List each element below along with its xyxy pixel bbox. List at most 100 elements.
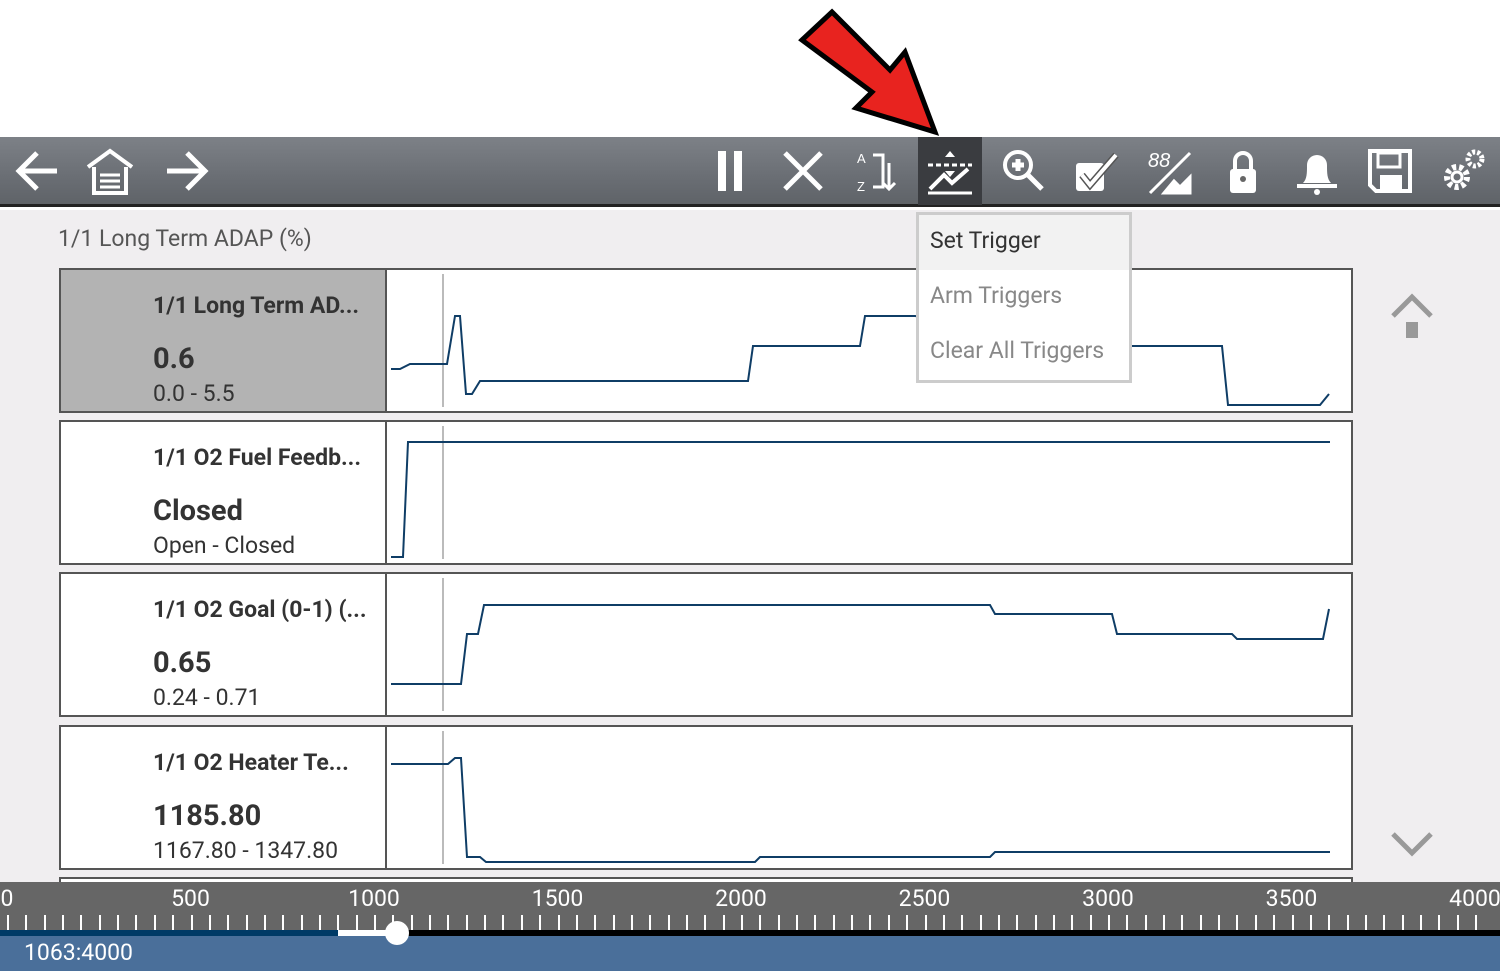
ruler-tick: [1218, 915, 1221, 931]
pid-label-area: 1/1 Long Term AD... 0.6 0.0 - 5.5: [61, 270, 387, 411]
ruler-label: 0: [0, 885, 14, 912]
ruler-tick: [208, 915, 211, 931]
pid-name: 1/1 Long Term AD...: [153, 292, 360, 319]
ruler-tick: [117, 915, 120, 931]
ruler-tick: [1236, 915, 1239, 931]
save-icon: [1368, 149, 1412, 193]
svg-text:A: A: [857, 151, 866, 166]
zoom-icon: [1003, 150, 1044, 191]
menu-item-set-trigger[interactable]: Set Trigger: [919, 215, 1129, 270]
zoom-button[interactable]: [992, 137, 1056, 205]
slider-track: [398, 930, 1500, 936]
graph-view-icon: 88: [1148, 150, 1192, 195]
ruler-tick: [25, 915, 28, 931]
scroll-down-icon[interactable]: [1385, 826, 1439, 860]
ruler-tick: [1419, 915, 1422, 931]
ruler-tick: [7, 915, 9, 931]
timeline-ruler[interactable]: 0 500 1000 1500 2000 2500 3000 3500 4000: [0, 882, 1500, 932]
pid-value: 1185.80: [153, 799, 262, 833]
ruler-tick: [1383, 915, 1386, 931]
ruler-tick: [1401, 915, 1404, 931]
ruler-tick: [1438, 915, 1441, 931]
ruler-tick: [465, 915, 468, 931]
save-button[interactable]: [1358, 137, 1422, 205]
ruler-tick: [135, 915, 138, 931]
pid-panel[interactable]: 1/1 O2 Goal (0-1) (... 0.65 0.24 - 0.71: [59, 572, 1353, 717]
ruler-tick: [1475, 915, 1477, 931]
ruler-tick: [1126, 915, 1129, 931]
ruler-label: 1500: [531, 885, 584, 912]
pid-label-area: 1/1 O2 Goal (0-1) (... 0.65 0.24 - 0.71: [61, 574, 387, 715]
ruler-tick: [1291, 915, 1294, 931]
alert-button[interactable]: [1285, 137, 1349, 205]
ruler-tick: [300, 915, 303, 931]
ruler-tick: [43, 915, 46, 931]
clear-button[interactable]: [771, 137, 835, 205]
trigger-menu: Set Trigger Arm Triggers Clear All Trigg…: [916, 212, 1132, 383]
sort-icon: AZ: [857, 151, 897, 194]
ruler-tick: [1328, 915, 1331, 931]
pid-name: 1/1 O2 Heater Te...: [153, 749, 349, 776]
ruler-tick: [906, 915, 909, 931]
ruler-tick: [1052, 915, 1055, 931]
ruler-label: 500: [171, 885, 210, 912]
alert-icon: [1297, 155, 1337, 195]
pid-trace: [391, 441, 1330, 558]
ruler-tick: [759, 915, 762, 931]
select-icon: [1076, 152, 1119, 191]
slider-handle[interactable]: [385, 921, 410, 945]
ruler-tick: [942, 915, 945, 931]
home-button[interactable]: [78, 137, 142, 205]
ruler-tick: [190, 915, 193, 931]
scroll-up-icon[interactable]: [1385, 290, 1439, 342]
svg-text:Z: Z: [857, 179, 865, 194]
back-button[interactable]: [5, 137, 69, 205]
pid-range: Open - Closed: [153, 532, 296, 559]
clear-icon: [783, 151, 823, 191]
ruler-tick: [1199, 915, 1202, 931]
pause-button[interactable]: [698, 137, 762, 205]
pid-label-area: 1/1 O2 Heater Te... 1185.80 1167.80 - 1347…: [61, 727, 387, 868]
slider-played-track: [0, 930, 338, 936]
ruler-tick: [1144, 915, 1147, 931]
ruler-tick: [1163, 915, 1166, 931]
back-icon: [15, 151, 57, 191]
pid-panel[interactable]: 1/1 O2 Heater Te... 1185.80 1167.80 - 1347…: [59, 725, 1353, 870]
ruler-tick: [612, 915, 615, 931]
ruler-tick: [80, 915, 83, 931]
pid-range: 0.0 - 5.5: [153, 380, 235, 407]
graph-view-button[interactable]: 88: [1138, 137, 1202, 205]
ruler-tick: [355, 915, 358, 931]
pid-panel[interactable]: 1/1 O2 Fuel Feedb... Closed Open - Closed: [59, 420, 1353, 565]
forward-button[interactable]: [155, 137, 219, 205]
pid-range: 1167.80 - 1347.80: [153, 837, 339, 864]
ruler-tick: [484, 915, 487, 931]
trigger-icon: [928, 151, 972, 195]
lock-button[interactable]: [1211, 137, 1275, 205]
ruler-tick: [1034, 915, 1037, 931]
pid-trace: [391, 315, 1330, 406]
menu-item-arm-triggers[interactable]: Arm Triggers: [930, 282, 1063, 309]
ruler-tick: [447, 915, 450, 931]
ruler-tick: [429, 915, 432, 931]
pid-name: 1/1 O2 Goal (0-1) (...: [153, 596, 367, 623]
pid-label-area: 1/1 O2 Fuel Feedb... Closed Open - Closed: [61, 422, 387, 563]
pid-value: 0.6: [153, 342, 195, 376]
pid-trace: [391, 604, 1330, 685]
trigger-button[interactable]: [918, 137, 982, 205]
ruler-label: 3000: [1082, 885, 1134, 912]
ruler-tick: [979, 915, 982, 931]
settings-button[interactable]: [1431, 137, 1495, 205]
ruler-tick: [172, 915, 175, 931]
ruler-tick: [1309, 915, 1312, 931]
ruler-tick: [410, 915, 413, 931]
ruler-tick: [62, 915, 65, 931]
menu-item-clear-all-triggers[interactable]: Clear All Triggers: [930, 337, 1105, 364]
slider-window: [338, 930, 398, 936]
pid-panel[interactable]: 1/1 Long Term AD... 0.6 0.0 - 5.5: [59, 268, 1353, 413]
ruler-tick: [337, 915, 340, 931]
select-button[interactable]: [1064, 137, 1128, 205]
ruler-label: 2500: [898, 885, 951, 912]
red-pointer-arrow-icon: [798, 8, 940, 136]
